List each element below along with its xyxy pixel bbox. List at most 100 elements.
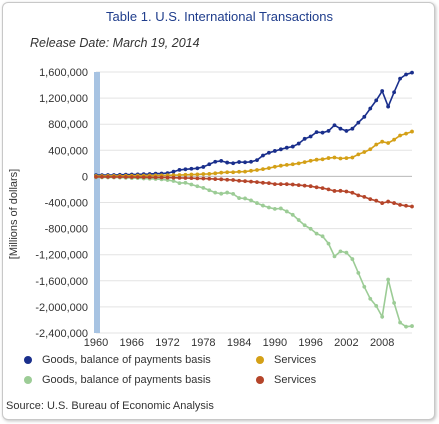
data-point — [368, 106, 373, 111]
legend-item-goods-imports: Goods, balance of payments basis — [24, 374, 211, 386]
y-tick-label: -400,000 — [45, 198, 88, 210]
data-point — [255, 168, 259, 172]
data-point — [362, 284, 367, 289]
data-point — [314, 130, 319, 134]
legend-item-services-exports: Services — [256, 354, 316, 366]
data-point — [338, 249, 343, 254]
data-point — [362, 114, 367, 119]
data-point — [332, 155, 337, 160]
data-point — [249, 198, 253, 203]
legend-item-services-imports: Services — [256, 374, 316, 386]
data-point — [296, 183, 301, 188]
x-tick-label: 1966 — [120, 337, 144, 349]
data-point — [231, 178, 236, 182]
data-point — [404, 324, 408, 329]
data-point — [123, 175, 128, 179]
data-point — [225, 177, 230, 182]
x-tick-label: 1978 — [191, 337, 215, 349]
data-point — [189, 176, 194, 181]
data-point — [344, 156, 349, 161]
data-point — [314, 185, 319, 190]
y-tick-label: 1,600,000 — [39, 67, 88, 79]
data-point — [231, 191, 236, 196]
data-point — [326, 129, 331, 133]
y-axis-band — [94, 72, 100, 333]
y-tick-label: -1,600,000 — [35, 276, 88, 288]
data-point — [225, 190, 230, 195]
data-point — [350, 126, 355, 131]
data-point — [195, 172, 200, 177]
data-point — [261, 153, 265, 158]
data-point — [350, 190, 355, 195]
release-date: Release Date: March 19, 2014 — [30, 36, 200, 50]
data-point — [261, 167, 265, 172]
data-point — [380, 201, 385, 205]
data-point — [243, 169, 247, 174]
data-point — [350, 155, 355, 160]
data-point — [278, 147, 283, 152]
data-point — [171, 169, 176, 174]
data-point — [219, 177, 224, 182]
data-point — [100, 175, 104, 179]
data-point — [290, 162, 295, 167]
data-point — [296, 161, 301, 166]
data-point — [296, 141, 301, 146]
y-tick-label: -1,200,000 — [35, 250, 88, 262]
data-point — [183, 167, 188, 172]
data-point — [272, 164, 277, 169]
data-point — [249, 159, 253, 164]
data-point — [135, 175, 140, 180]
data-point — [320, 157, 325, 162]
x-tick-label: 2002 — [334, 337, 358, 349]
data-point — [195, 176, 200, 181]
data-point — [344, 189, 349, 194]
data-point — [392, 137, 397, 142]
data-point — [398, 133, 402, 138]
y-axis-label: [Millions of dollars] — [8, 169, 20, 259]
data-point — [392, 201, 397, 205]
data-point — [171, 175, 176, 180]
data-point — [201, 165, 206, 169]
data-point — [374, 98, 379, 103]
data-point — [386, 277, 391, 282]
data-point — [296, 218, 301, 222]
data-point — [404, 203, 408, 208]
data-point — [207, 188, 212, 193]
legend-item-goods-exports: Goods, balance of payments basis — [24, 354, 211, 366]
data-point — [320, 186, 325, 191]
data-point — [231, 161, 236, 166]
data-point — [177, 167, 182, 172]
data-point — [380, 314, 385, 319]
chart-title: Table 1. U.S. International Transactions — [106, 9, 333, 24]
data-point — [213, 159, 218, 164]
data-point — [201, 172, 206, 176]
data-point — [302, 160, 307, 165]
data-point — [410, 324, 414, 328]
data-point — [362, 150, 367, 154]
data-point — [189, 172, 194, 177]
data-point — [201, 176, 206, 181]
data-point — [183, 176, 188, 180]
data-point — [207, 171, 212, 176]
data-point — [314, 231, 319, 236]
series-line — [96, 176, 413, 328]
data-point — [267, 150, 271, 155]
y-tick-label: -2,000,000 — [35, 302, 88, 314]
data-point — [177, 173, 182, 177]
legend-marker — [256, 376, 264, 384]
data-point — [386, 141, 391, 145]
data-point — [350, 257, 355, 261]
legend-marker — [24, 356, 32, 364]
data-point — [171, 179, 176, 183]
data-point — [237, 169, 241, 174]
legend-marker — [24, 376, 32, 384]
data-point — [398, 320, 402, 325]
data-point — [278, 163, 283, 168]
legend-label: Goods, balance of payments basis — [42, 374, 211, 386]
data-point — [183, 180, 188, 185]
legend-label: Services — [274, 354, 317, 366]
y-tick-label: 0 — [82, 171, 88, 183]
data-point — [320, 130, 325, 135]
data-point — [243, 160, 247, 165]
data-point — [326, 156, 331, 160]
